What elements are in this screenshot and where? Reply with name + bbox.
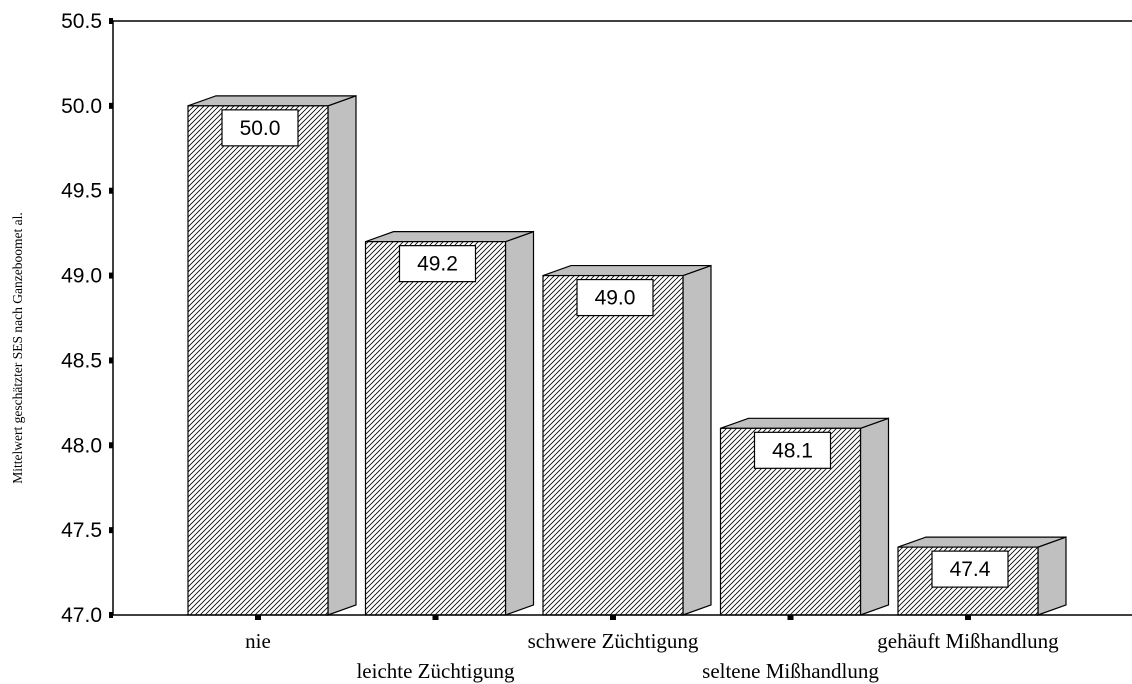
data-label: 47.4 [950,558,991,581]
bars: 50.0 49.2 49.0 48.1 47.4 [187,95,1067,616]
x-axis: nie leichte Züchtigung schwere Züchtigungs… [113,614,1132,683]
bar-top [365,231,534,243]
x-tick-label: gehäuft Mißhandlung [877,629,1059,653]
y-tick [109,18,113,24]
x-tick-label: nie [245,629,271,653]
bar: 47.4 [897,536,1067,616]
data-label: 49.0 [595,287,636,310]
x-tick [965,615,971,620]
data-label-box [221,109,299,147]
y-tick [109,612,113,618]
data-label: 49.2 [417,253,458,276]
y-tick [109,272,113,279]
bar: 50.0 [187,95,357,616]
bar-side [682,264,712,616]
bar-front [187,105,329,616]
y-tick-label: 50.0 [61,95,102,118]
bar-side [859,417,890,616]
data-label-box [576,278,654,317]
data-label-box [398,245,477,283]
y-tick-label: 49.5 [61,180,102,203]
bar-side [327,95,357,616]
bar-top [187,95,357,107]
bar: 49.2 [364,230,535,616]
bar-top [720,417,889,429]
data-label-box [753,431,832,469]
bar-side [504,230,535,616]
y-tick-label: 48.0 [61,434,102,457]
bar-front [542,274,684,616]
bar-side [1037,536,1067,616]
bar: 48.1 [719,417,890,616]
y-tick [109,527,113,534]
y-tick-label: 49.0 [61,265,102,288]
y-tick-label: 47.0 [61,604,102,627]
x-tick-label: schwere Züchtigung [528,629,699,653]
x-tick [255,615,261,620]
x-tick [432,615,439,620]
y-axis: 50.5 50.0 49.5 49.0 48.5 48.0 47.5 47.0 [61,10,114,627]
y-tick [109,187,113,194]
bar-top [542,264,712,277]
y-tick [109,442,113,449]
y-tick-label: 48.5 [61,349,102,372]
x-tick-label: leichte Züchtigung [356,659,515,683]
y-axis-label: Mittelwert geschätzter SES nach Ganzeboo… [10,212,25,483]
x-tick [610,615,616,620]
bar-top [897,536,1067,548]
data-label: 48.1 [772,439,813,462]
y-tick [109,102,113,109]
data-label: 50.0 [240,117,281,140]
x-tick-label: seltene Mißhandlung [702,659,879,683]
bar-front [364,241,507,616]
y-tick [109,357,113,364]
x-tick [787,615,794,620]
y-tick-label: 50.5 [61,10,102,33]
y-tick-label: 47.5 [61,519,102,542]
data-label-box [931,550,1009,588]
bar: 49.0 [542,264,712,616]
